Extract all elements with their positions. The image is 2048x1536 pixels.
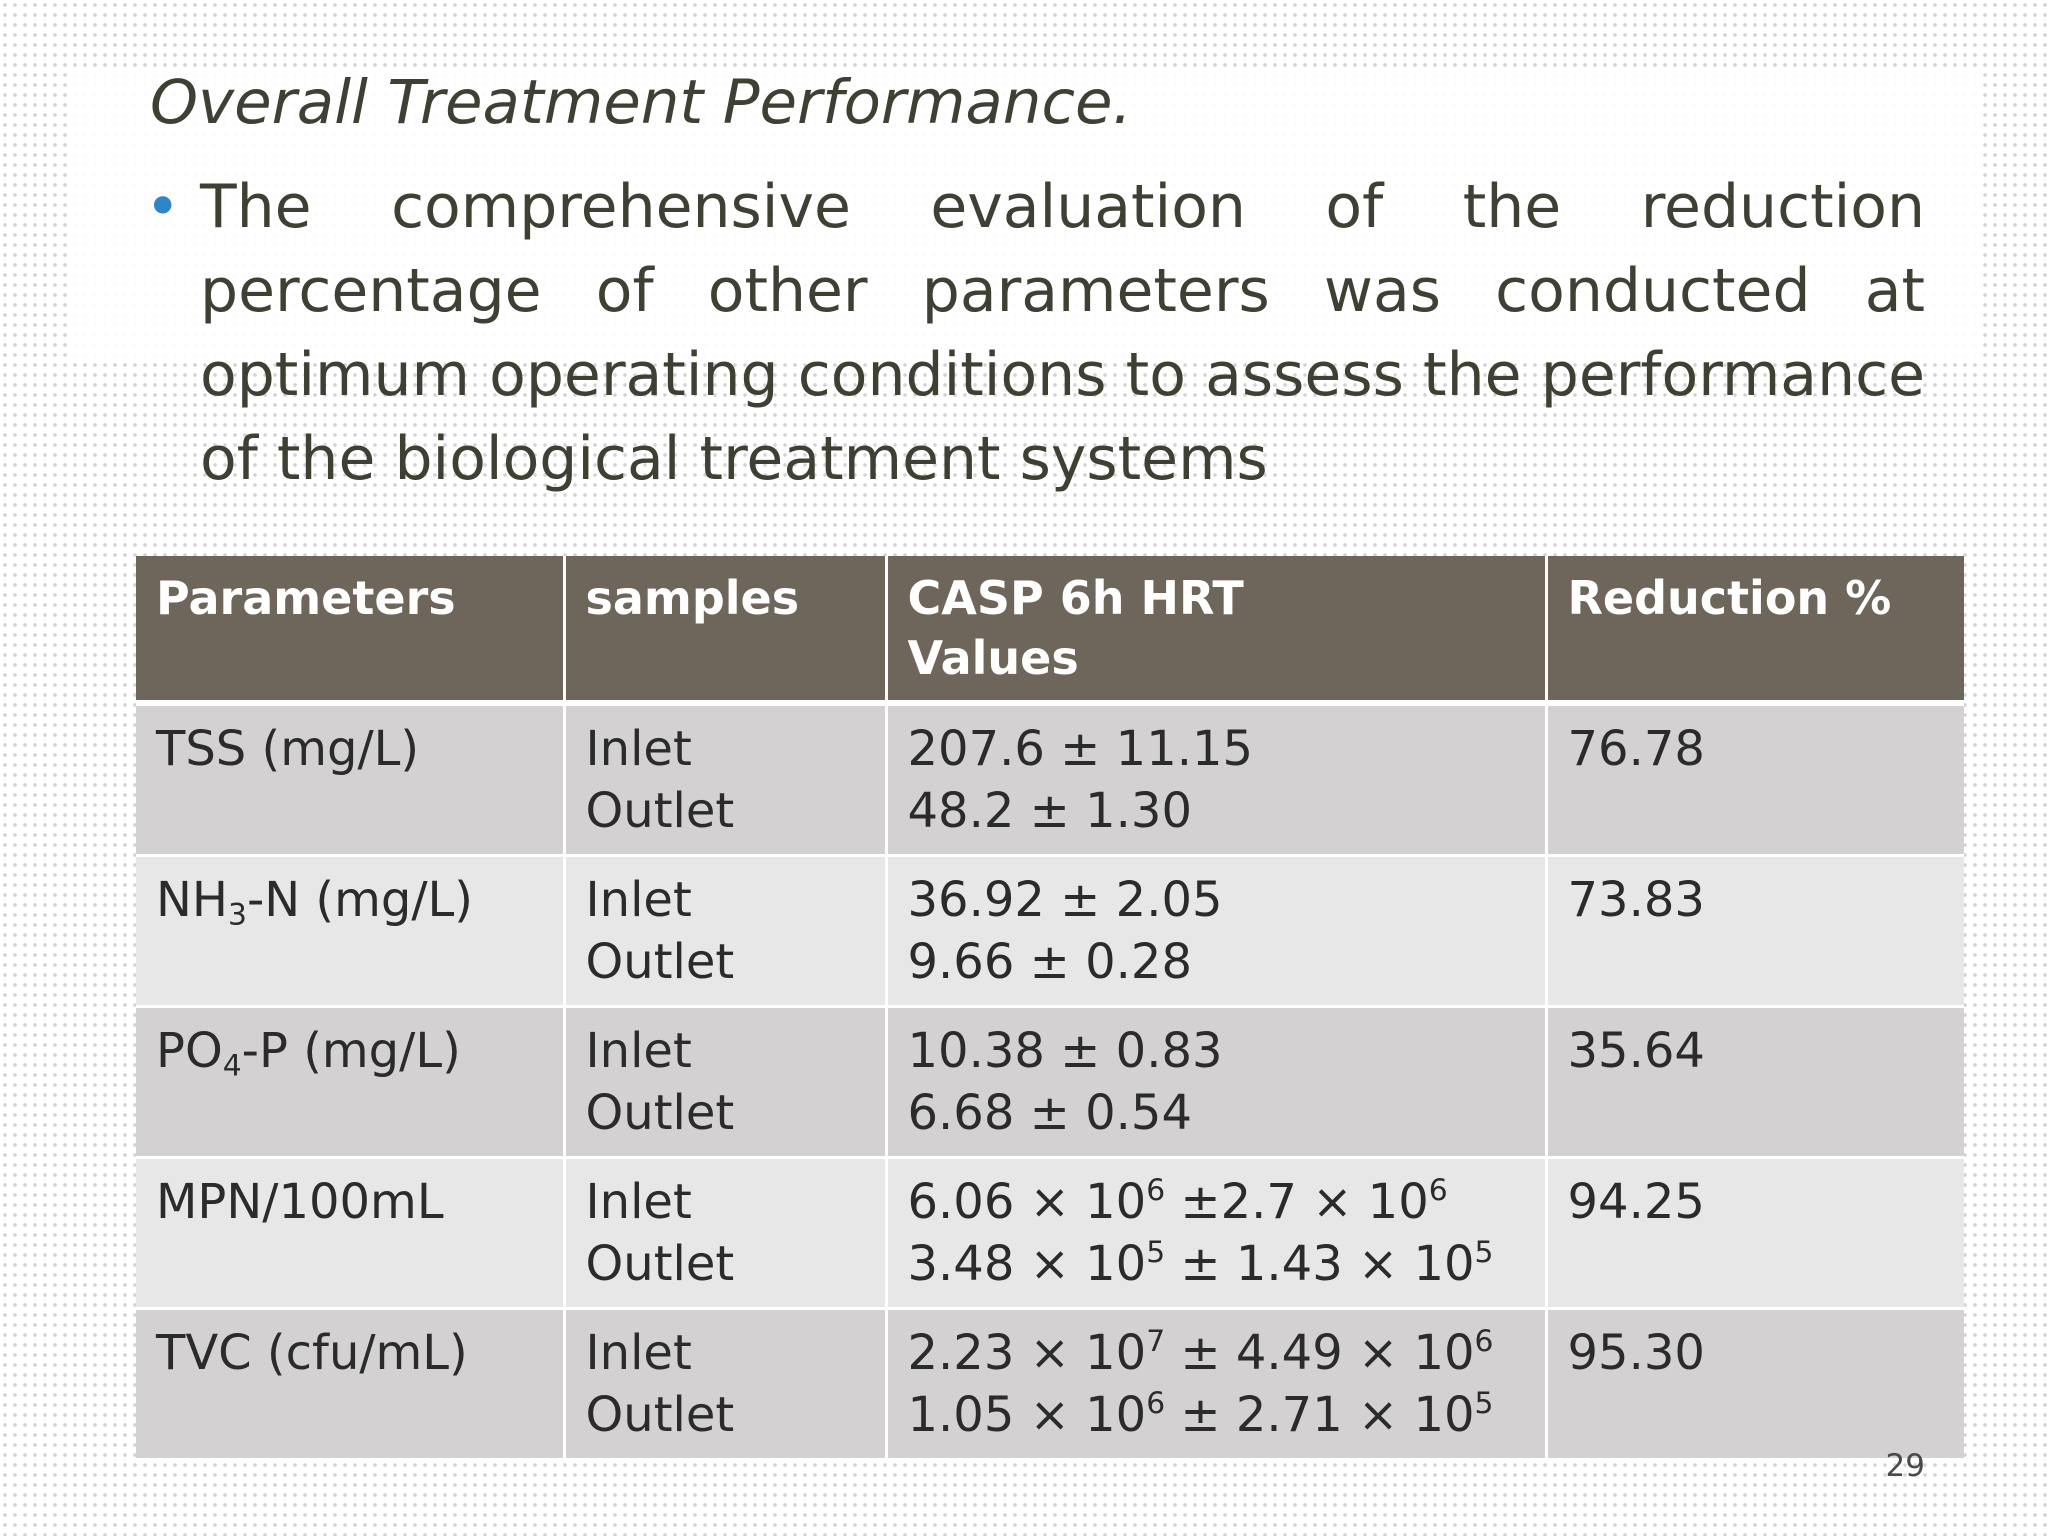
slide-title: Overall Treatment Performance. — [150, 67, 1132, 138]
value-mantissa: 3.48 × 10 — [907, 1236, 1147, 1292]
param-cell: TVC (cfu/mL) — [136, 1307, 566, 1461]
sample-inlet: Inlet — [585, 872, 692, 928]
param-subscript: 4 — [222, 1048, 242, 1084]
samples-cell: Inlet Outlet — [562, 854, 888, 1008]
value-error: ±2.7 × 10 — [1165, 1174, 1429, 1230]
outlet-value: 48.2 ± 1.30 — [907, 783, 1192, 839]
param-subscript: 3 — [228, 897, 247, 933]
inlet-value: 36.92 ± 2.05 — [907, 872, 1223, 928]
sample-outlet: Outlet — [585, 1387, 735, 1443]
value-exponent: 5 — [1146, 1235, 1166, 1271]
value-exponent: 7 — [1146, 1324, 1166, 1360]
outlet-value: 9.66 ± 0.28 — [907, 934, 1192, 990]
values-cell: 10.38 ± 0.83 6.68 ± 0.54 — [884, 1005, 1548, 1159]
bullet-point: • The comprehensive evaluation of the re… — [145, 165, 1925, 501]
slide-text-panel — [70, 70, 1980, 360]
bullet-dot-icon: • — [145, 172, 181, 242]
value-error-exponent: 5 — [1474, 1235, 1494, 1271]
table-row: NH3-N (mg/L) Inlet Outlet 36.92 ± 2.05 9… — [136, 854, 1964, 1008]
sample-outlet: Outlet — [585, 1085, 735, 1141]
param-cell: TSS (mg/L) — [136, 701, 566, 857]
table-header-row: Parameters samples CASP 6h HRT Values Re… — [136, 556, 1964, 705]
outlet-value: 1.05 × 106 ± 2.71 × 105 — [908, 1384, 1525, 1446]
bullet-text: The comprehensive evaluation of the redu… — [200, 172, 1925, 494]
values-cell: 207.6 ± 11.15 48.2 ± 1.30 — [884, 701, 1548, 857]
value-mantissa: 1.05 × 10 — [907, 1387, 1147, 1443]
outlet-value: 3.48 × 105 ± 1.43 × 105 — [908, 1233, 1525, 1295]
value-error: ± 1.43 × 10 — [1165, 1236, 1475, 1292]
param-suffix: -N (mg/L) — [246, 872, 474, 928]
inlet-value: 2.23 × 107 ± 4.49 × 106 — [908, 1322, 1525, 1384]
value-mantissa: 6.06 × 10 — [907, 1174, 1147, 1230]
samples-cell: Inlet Outlet — [562, 1156, 888, 1310]
sample-outlet: Outlet — [585, 783, 735, 839]
inlet-value: 10.38 ± 0.83 — [907, 1023, 1223, 1079]
samples-cell: Inlet Outlet — [562, 1307, 888, 1461]
sample-inlet: Inlet — [585, 1023, 692, 1079]
param-base: PO — [156, 1023, 223, 1079]
table-row: MPN/100mL Inlet Outlet 6.06 × 106 ±2.7 ×… — [136, 1156, 1964, 1310]
samples-cell: Inlet Outlet — [562, 1005, 888, 1159]
sample-outlet: Outlet — [585, 934, 735, 990]
table-row: PO4-P (mg/L) Inlet Outlet 10.38 ± 0.83 6… — [136, 1005, 1964, 1159]
reduction-cell: 95.30 — [1544, 1307, 1964, 1461]
sample-inlet: Inlet — [585, 1325, 692, 1381]
values-cell: 36.92 ± 2.05 9.66 ± 0.28 — [884, 854, 1548, 1008]
header-values: CASP 6h HRT Values — [884, 556, 1548, 705]
table-row: TSS (mg/L) Inlet Outlet 207.6 ± 11.15 48… — [136, 701, 1964, 857]
treatment-performance-table: Parameters samples CASP 6h HRT Values Re… — [136, 556, 1964, 1461]
reduction-cell: 73.83 — [1544, 854, 1964, 1008]
reduction-cell: 76.78 — [1544, 701, 1964, 857]
header-samples: samples — [562, 556, 888, 705]
values-cell: 2.23 × 107 ± 4.49 × 106 1.05 × 106 ± 2.7… — [884, 1307, 1548, 1461]
page-number: 29 — [1885, 1448, 1925, 1484]
param-cell: NH3-N (mg/L) — [136, 854, 566, 1008]
sample-outlet: Outlet — [585, 1236, 735, 1292]
value-error: ± 2.71 × 10 — [1165, 1387, 1475, 1443]
value-exponent: 6 — [1146, 1386, 1166, 1422]
outlet-value: 6.68 ± 0.54 — [907, 1085, 1192, 1141]
value-error: ± 4.49 × 10 — [1165, 1325, 1475, 1381]
reduction-cell: 35.64 — [1544, 1005, 1964, 1159]
inlet-value: 207.6 ± 11.15 — [907, 721, 1254, 777]
param-suffix: -P (mg/L) — [241, 1023, 461, 1079]
values-cell: 6.06 × 106 ±2.7 × 106 3.48 × 105 ± 1.43 … — [884, 1156, 1548, 1310]
value-error-exponent: 5 — [1474, 1386, 1494, 1422]
param-base: NH — [156, 872, 228, 928]
inlet-value: 6.06 × 106 ±2.7 × 106 — [908, 1171, 1525, 1233]
param-cell: PO4-P (mg/L) — [136, 1005, 566, 1159]
header-values-line2: Values — [907, 631, 1079, 685]
reduction-cell: 94.25 — [1544, 1156, 1964, 1310]
value-error-exponent: 6 — [1474, 1324, 1494, 1360]
sample-inlet: Inlet — [585, 721, 692, 777]
header-parameters: Parameters — [136, 556, 566, 705]
value-error-exponent: 6 — [1428, 1173, 1448, 1209]
value-mantissa: 2.23 × 10 — [907, 1325, 1147, 1381]
samples-cell: Inlet Outlet — [562, 701, 888, 857]
header-values-line1: CASP 6h HRT — [907, 571, 1244, 625]
value-exponent: 6 — [1146, 1173, 1166, 1209]
param-cell: MPN/100mL — [136, 1156, 566, 1310]
table-row: TVC (cfu/mL) Inlet Outlet 2.23 × 107 ± 4… — [136, 1307, 1964, 1461]
sample-inlet: Inlet — [585, 1174, 692, 1230]
header-reduction: Reduction % — [1544, 556, 1964, 705]
